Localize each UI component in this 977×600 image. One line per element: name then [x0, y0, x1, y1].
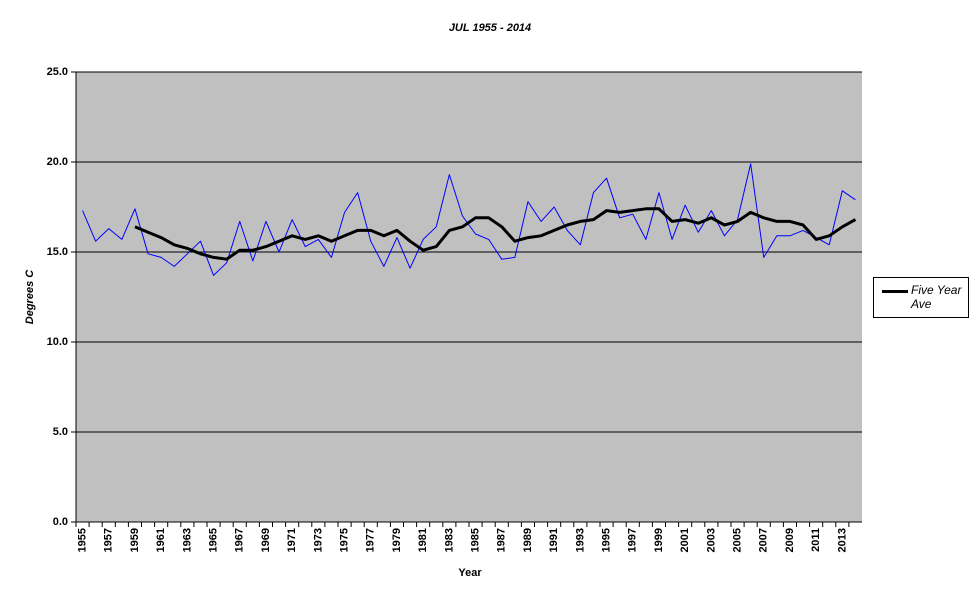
- x-tick-label: 2013: [836, 528, 848, 552]
- y-tick-label: 5.0: [53, 426, 68, 438]
- x-tick-label: 1999: [653, 528, 665, 552]
- legend-swatch: [882, 290, 908, 293]
- x-tick-label: 2001: [679, 528, 691, 552]
- x-tick-label: 1987: [496, 528, 508, 552]
- x-tick-label: 1991: [548, 528, 560, 552]
- x-tick-label: 1969: [260, 528, 272, 552]
- x-tick-label: 1979: [391, 528, 403, 552]
- y-tick-label: 10.0: [47, 336, 68, 348]
- x-tick-label: 2007: [758, 528, 770, 552]
- x-tick-label: 1971: [286, 528, 298, 552]
- x-tick-label: 1981: [417, 528, 429, 552]
- y-tick-label: 15.0: [47, 246, 68, 258]
- x-tick-label: 1957: [103, 528, 115, 552]
- y-axis-title: Degrees C: [24, 269, 36, 324]
- y-tick-label: 20.0: [47, 156, 68, 168]
- y-tick-label: 25.0: [47, 66, 68, 78]
- chart-title: JUL 1955 - 2014: [449, 22, 531, 34]
- series-line: [82, 163, 856, 276]
- x-tick-label: 1983: [443, 528, 455, 552]
- legend: Five Year Ave: [873, 277, 969, 318]
- x-tick-label: 1993: [574, 528, 586, 552]
- x-tick-label: 1989: [522, 528, 534, 552]
- x-tick-label: 1961: [155, 528, 167, 552]
- x-tick-label: 1985: [469, 528, 481, 552]
- x-tick-label: 2011: [810, 528, 822, 552]
- series-line: [134, 207, 857, 261]
- x-tick-label: 1959: [129, 528, 141, 552]
- x-tick-label: 1967: [234, 528, 246, 552]
- x-tick-label: 1955: [76, 528, 88, 552]
- x-tick-label: 1963: [181, 528, 193, 552]
- y-tick-label: 0.0: [53, 516, 68, 528]
- x-tick-label: 1997: [627, 528, 639, 552]
- x-tick-label: 2009: [784, 528, 796, 552]
- x-tick-label: 1995: [600, 528, 612, 552]
- x-tick-label: 1973: [312, 528, 324, 552]
- x-tick-label: 2005: [731, 528, 743, 552]
- x-tick-label: 1977: [365, 528, 377, 552]
- x-axis-title: Year: [458, 567, 482, 579]
- plot-area: [76, 72, 862, 522]
- legend-label: Five Year Ave: [911, 283, 962, 311]
- x-tick-label: 1965: [207, 528, 219, 552]
- x-tick-label: 1975: [338, 528, 350, 552]
- x-tick-label: 2003: [705, 528, 717, 552]
